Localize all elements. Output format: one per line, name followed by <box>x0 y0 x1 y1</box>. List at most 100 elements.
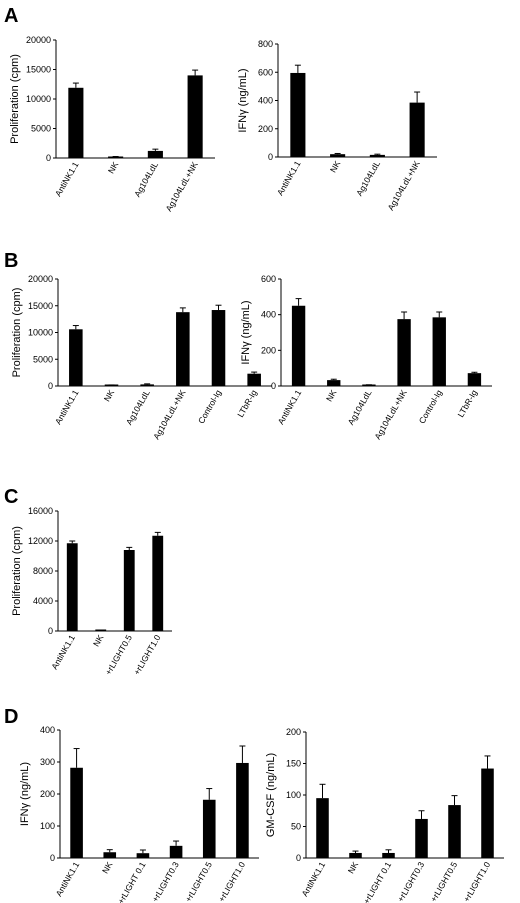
chart6-bar <box>481 768 494 858</box>
chart3-bar <box>432 317 446 386</box>
chart4-category-label: +rLIGHT1.0 <box>131 633 162 677</box>
chart2-bar <box>140 384 154 386</box>
chart1-bar <box>290 72 306 157</box>
chart2-category-label: Control-Ig <box>196 388 223 426</box>
chart3-category-label: LTbR-Ig <box>455 388 479 419</box>
chart5-bar <box>236 762 249 858</box>
chart6-ytick-label: 100 <box>286 790 301 800</box>
chart6-ytick-label: 200 <box>286 727 301 737</box>
chart0-ytick-label: 5000 <box>31 124 51 134</box>
chart1-category-label: AntiNK1.1 <box>275 159 303 197</box>
chart0-category-label: AntiNK1.1 <box>53 160 81 198</box>
chart2-bar <box>69 329 83 386</box>
chart4-bar <box>66 543 78 631</box>
chart3-ytick-label: 400 <box>261 310 276 320</box>
chart6-category-label: +rLIGHT0.3 <box>395 860 426 903</box>
panel-label-d: D <box>4 706 18 728</box>
chart3-ytick-label: 200 <box>261 345 276 355</box>
chart2-category-label: NK <box>102 388 117 404</box>
chart6-category-label: +rLIGHT1.0 <box>461 860 492 903</box>
chart2-ytick-label: 5000 <box>33 354 53 364</box>
chart1-bar <box>409 102 425 157</box>
chart3-bar <box>327 380 341 386</box>
chart1-category-label: Ag104LdL+NK <box>385 159 422 212</box>
chart5-ytick-label: 400 <box>40 725 55 735</box>
chart2-bar <box>211 310 226 386</box>
chart5-ytick-label: 0 <box>50 853 55 863</box>
chart0-bar <box>187 75 203 158</box>
chart1-ytick-label: 400 <box>258 96 273 106</box>
chart2-category-label: Ag104LdL+NK <box>151 388 188 441</box>
chart6-ytick-label: 0 <box>296 853 301 863</box>
chart3-bar <box>291 305 306 386</box>
chart4-ytick-label: 4000 <box>33 596 53 606</box>
chart4-category-label: AntiNK1.1 <box>49 633 77 671</box>
chart0-bar <box>68 87 84 158</box>
chart0-category-label: Ag104LdL+NK <box>163 160 200 213</box>
chart5-ylabel: IFNγ (ng/mL) <box>19 762 31 826</box>
chart4-ytick-label: 16000 <box>28 506 53 516</box>
chart0-bar <box>108 156 124 158</box>
chart1-ytick-label: 600 <box>258 67 273 77</box>
panel-label-a: A <box>4 5 18 27</box>
chart5-bar <box>136 853 150 858</box>
chart1-bar <box>330 154 346 157</box>
chart4-ytick-label: 8000 <box>33 566 53 576</box>
chart4-category-label: +rLIGHT0.5 <box>103 633 134 677</box>
chart1-bar <box>369 154 385 157</box>
chart0-ylabel: Proliferation (cpm) <box>9 54 21 144</box>
chart6-category-label: +rLIGHT 0.1 <box>361 860 393 903</box>
chart2-category-label: LTbR-Ig <box>235 388 259 419</box>
chart5-bar <box>70 767 83 858</box>
chart1-category-label: Ag104LdL <box>354 159 382 198</box>
chart6-category-label: NK <box>346 860 361 876</box>
chart4-ytick-label: 12000 <box>28 536 53 546</box>
chart6-bar <box>382 852 395 858</box>
chart2-bar <box>176 312 190 386</box>
chart3-category-label: Ag104LdL+NK <box>372 388 409 441</box>
chart5-ytick-label: 300 <box>40 757 55 767</box>
chart1-ytick-label: 800 <box>258 39 273 49</box>
chart3-category-label: NK <box>324 388 339 404</box>
chart2-ytick-label: 20000 <box>28 274 53 284</box>
chart5-bar <box>169 845 183 858</box>
chart2-ytick-label: 0 <box>48 381 53 391</box>
chart0-category-label: NK <box>106 160 121 176</box>
chart2-ytick-label: 15000 <box>28 301 53 311</box>
chart6-bar <box>448 805 461 858</box>
chart6-ytick-label: 150 <box>286 759 301 769</box>
chart4-bar <box>123 550 135 631</box>
chart5-ytick-label: 100 <box>40 821 55 831</box>
panel-label-c: C <box>4 486 18 508</box>
chart6-ytick-label: 50 <box>291 822 301 832</box>
chart5-ytick-label: 200 <box>40 789 55 799</box>
chart0-bar <box>147 150 163 158</box>
chart6-category-label: +rLIGHT0.5 <box>428 860 459 903</box>
chart5-category-label: NK <box>100 860 115 876</box>
chart1-ytick-label: 200 <box>258 124 273 134</box>
panel-label-b: B <box>4 250 18 272</box>
chart5-bar <box>202 799 216 858</box>
chart5-category-label: +rLIGHT1.0 <box>216 860 247 903</box>
chart2-category-label: Ag104LdL <box>124 388 152 427</box>
chart5-category-label: +rLIGHT0.5 <box>183 860 214 903</box>
chart3-ylabel: IFNγ (ng/mL) <box>240 300 252 364</box>
chart2-ytick-label: 10000 <box>28 328 53 338</box>
chart3-bar <box>397 319 411 386</box>
chart4-ytick-label: 0 <box>48 626 53 636</box>
chart1-ylabel: IFNγ (ng/mL) <box>237 68 249 132</box>
chart1-category-label: NK <box>328 159 343 175</box>
chart0-ytick-label: 15000 <box>26 65 51 75</box>
chart0-category-label: Ag104LdL <box>132 160 160 199</box>
chart5-category-label: +rLIGHT0.3 <box>150 860 181 903</box>
chart0-ytick-label: 10000 <box>26 94 51 104</box>
chart0-ytick-label: 0 <box>46 153 51 163</box>
chart0-ytick-label: 20000 <box>26 35 51 45</box>
chart3-ytick-label: 600 <box>261 274 276 284</box>
chart3-category-label: Ag104LdL <box>346 388 374 427</box>
chart2-category-label: AntiNK1.1 <box>53 388 81 426</box>
chart6-bar <box>349 852 362 858</box>
chart5-category-label: +rLIGHT 0.1 <box>116 860 148 903</box>
chart4-category-label: NK <box>91 633 106 649</box>
